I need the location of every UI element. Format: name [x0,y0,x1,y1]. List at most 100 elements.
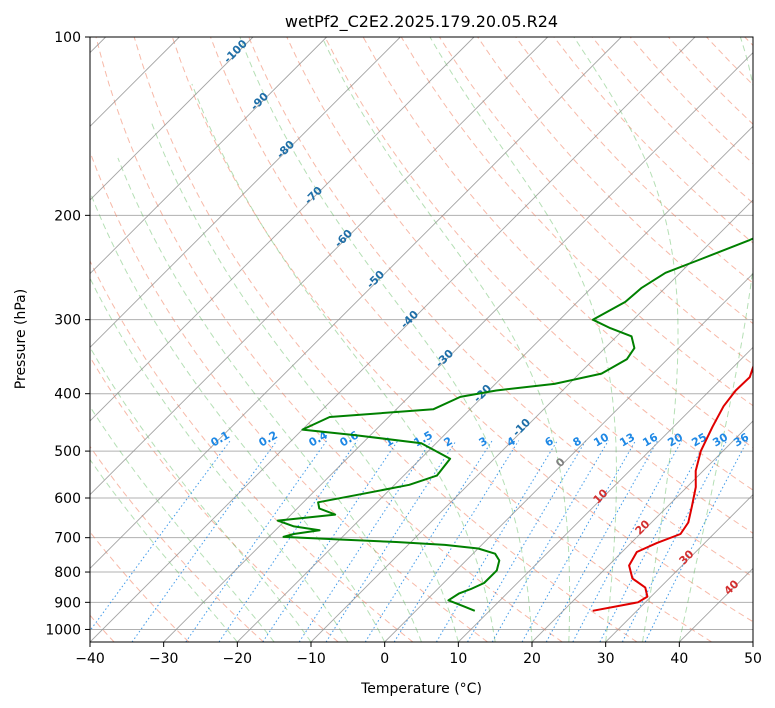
moist-adiabat-line [90,405,275,642]
mixing-ratio-label: 0.6 [338,428,362,449]
y-tick-label: 1000 [45,622,81,638]
isotherm-line [90,37,696,642]
mixing-ratio-label: 1.5 [412,428,435,449]
isotherm-line [531,420,753,642]
mixing-ratio-line [521,440,637,642]
isotherm-line [90,37,622,569]
isotherm-label: -50 [364,268,387,291]
y-tick-label: 500 [54,444,81,460]
mixing-ratio-label: 10 [591,430,611,449]
x-tick-label: −40 [75,651,105,667]
mixing-ratio-label: 16 [640,430,660,449]
isotherm-label: -70 [302,184,325,207]
moist-adiabat-line [429,37,617,642]
isotherm-label: -60 [332,227,355,250]
x-tick-label: 10 [449,651,467,667]
mixing-ratio-line [218,440,358,642]
isotherm-line [90,37,475,422]
mixing-ratio-line [599,440,707,642]
isotherm-label: 0 [553,455,568,470]
mixing-ratio-line [131,440,278,642]
isotherm-label: 10 [591,486,611,506]
mixing-ratio-line [364,440,493,642]
isotherm-line [605,494,753,642]
dry-adiabat-line [706,37,753,86]
y-tick-label: 700 [54,531,81,547]
isotherm-label: 30 [677,547,697,567]
isotherm-line [90,37,254,201]
dry-adiabat-line [90,259,414,642]
guide-labels: -100 -90 -80 -70 -60 -50 -40 -30 -20 -10… [209,37,752,598]
y-tick-label: 300 [54,313,81,329]
mixing-ratio-label: 20 [665,430,685,449]
dry-adiabat-line [248,37,753,578]
moist-adiabat-line [151,123,459,642]
moist-adiabat-line [191,83,496,642]
x-axis-title: Temperature (°C) [360,681,482,697]
isotherm-label: -90 [248,90,271,113]
y-axis-title: Pressure (hPa) [13,289,29,389]
isotherm-label: 40 [722,577,742,597]
isotherm-line [90,37,548,496]
isotherm-label: -100 [221,37,250,66]
isotherm-label: 20 [633,517,653,537]
moist-adiabat-line [678,37,753,642]
dry-adiabat-line [90,445,264,642]
x-tick-label: 0 [380,651,389,667]
moist-adiabat-line [90,346,312,642]
plot-area: -100 -90 -80 -70 -60 -50 -40 -30 -20 -10… [90,37,753,642]
x-axis: −40 −30 −20 −10 0 10 20 30 40 50 [75,642,762,667]
y-tick-label: 900 [54,595,81,611]
x-tick-label: −10 [296,651,326,667]
moist-adiabat-line [90,190,386,642]
y-tick-label: 100 [54,30,81,46]
dry-adiabat-line [95,37,563,642]
dry-adiabat-line [324,37,753,491]
mixing-ratio-line [325,440,457,642]
x-tick-label: −30 [149,651,179,667]
moist-adiabat-line [90,458,238,642]
mixing-ratio-label: 36 [731,430,751,449]
dewpoint-profile-line [276,237,753,612]
mixing-ratio-line [90,440,231,632]
dry-adiabats [90,37,753,642]
mixing-ratio-label: 1 [383,434,396,449]
y-axis: 100 200 300 400 500 600 700 800 900 1000 [45,30,90,638]
moist-adiabat-line [573,37,679,642]
mixing-ratio-label: 13 [617,431,637,450]
y-tick-label: 800 [54,565,81,581]
isotherm-line [90,37,327,275]
isotherm-line [752,641,753,642]
plot-frame [89,36,754,643]
isotherm-line [163,52,753,642]
y-tick-label: 400 [54,387,81,403]
mixing-ratio-line [545,440,659,642]
moist-adiabat-line [90,277,349,642]
x-tick-label: −20 [223,651,253,667]
isotherm-line [679,567,753,642]
isotherm-line [237,125,753,642]
x-tick-label: 20 [523,651,541,667]
profile-series [276,237,753,612]
mixing-ratio-label: 3 [477,434,490,449]
mixing-ratio-line [467,440,587,642]
dry-adiabat-line [286,37,753,534]
moist-adiabats [90,37,753,642]
dry-adiabat-line [171,37,712,642]
moist-adiabat-line [321,37,571,642]
dry-adiabat-line [133,37,638,642]
pressure-gridlines [90,37,753,630]
mixing-ratio-label: 8 [571,434,584,449]
dry-adiabat-line [744,37,753,47]
isotherm-line [90,37,401,348]
x-tick-label: 30 [597,651,615,667]
dry-adiabat-line [90,150,488,642]
mixing-ratio-line [644,440,748,642]
dry-adiabat-line [210,37,753,623]
mixing-ratio-lines [90,440,748,642]
dry-adiabat-line [90,356,339,642]
isotherms [90,37,753,642]
chart-title: wetPf2_C2E2.2025.179.20.05.R24 [285,12,558,32]
isotherm-line [310,199,753,642]
